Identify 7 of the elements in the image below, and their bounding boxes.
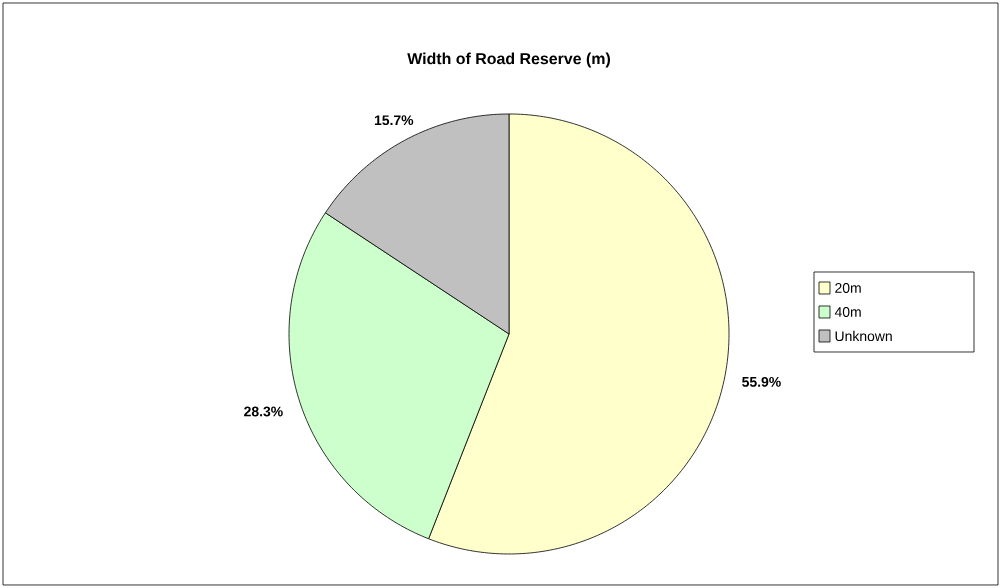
data-label: 15.7% bbox=[374, 115, 414, 126]
legend-label: 20m bbox=[835, 283, 861, 293]
data-label: 55.9% bbox=[742, 376, 781, 387]
legend-label: 40m bbox=[834, 307, 861, 317]
data-label: 28.3% bbox=[244, 406, 283, 417]
legend-label: Unknown bbox=[835, 330, 892, 342]
chart-title: Width of Road Reserve (m) bbox=[407, 52, 610, 68]
